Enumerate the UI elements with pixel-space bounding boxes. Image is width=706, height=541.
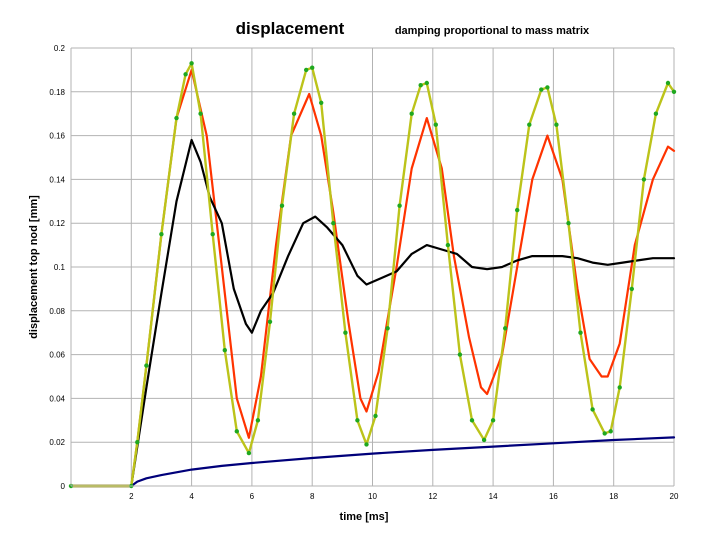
series-4-marker — [578, 330, 583, 335]
x-tick-label: 16 — [549, 492, 558, 501]
series-4-marker — [641, 177, 647, 182]
series-4-marker — [291, 111, 297, 116]
x-tick-label: 10 — [368, 492, 377, 501]
series-4-marker — [234, 429, 239, 434]
series-4-marker — [665, 80, 671, 86]
series-4-marker — [246, 450, 252, 456]
x-tick-label: 6 — [250, 492, 255, 501]
y-tick-label: 0.02 — [49, 438, 65, 447]
grid — [71, 47, 675, 487]
series-4-marker — [617, 385, 622, 390]
series-4-marker — [481, 437, 487, 443]
series-4-marker — [174, 115, 179, 121]
series-4-marker — [554, 122, 559, 127]
x-tick-label: 2 — [129, 492, 134, 501]
y-tick-label: 0.2 — [54, 44, 66, 53]
series-4-marker — [418, 83, 423, 88]
y-tick-label: 0.18 — [49, 88, 65, 97]
series-4-marker — [159, 232, 164, 237]
tick-labels: 0 0.02 0.04 0.06 0.08 0.1 0.12 0.14 0.16 0.18 0.2 2… — [49, 44, 679, 501]
series-4-marker — [653, 111, 659, 116]
series-line-3 — [69, 436, 676, 488]
series-4-marker — [183, 72, 188, 77]
series-4-marker — [490, 418, 496, 423]
series-4-marker — [424, 80, 429, 86]
y-tick-label: 0.16 — [49, 132, 65, 141]
series-4-marker — [409, 111, 414, 116]
series-4-marker — [629, 286, 634, 292]
chart-title: displacement — [236, 19, 345, 38]
y-tick-label: 0.14 — [49, 175, 65, 184]
series-4-marker — [469, 418, 475, 423]
series-4-marker — [210, 232, 215, 237]
series-4-marker — [373, 413, 378, 419]
y-tick-label: 0.06 — [49, 351, 65, 360]
series-line-2 — [69, 138, 676, 488]
series-4-marker — [267, 319, 273, 324]
series-4-marker — [364, 442, 369, 447]
series-4-marker — [527, 122, 532, 127]
x-tick-label: 4 — [189, 492, 194, 501]
series-4-marker — [433, 122, 438, 127]
series-4-marker — [279, 203, 285, 208]
series-4-marker — [310, 65, 315, 70]
x-tick-label: 12 — [428, 492, 437, 501]
x-tick-label: 18 — [609, 492, 618, 501]
y-tick-label: 0.1 — [54, 263, 66, 272]
series-4-marker — [445, 242, 451, 248]
y-tick-label: 0.08 — [49, 307, 65, 316]
series-4-marker — [331, 221, 336, 226]
series-4-marker — [255, 418, 261, 423]
series-4-marker — [135, 440, 140, 445]
chart-subtitle: damping proportional to mass matrix — [395, 25, 590, 37]
series-4-marker — [602, 431, 607, 436]
series-4-marker — [545, 85, 550, 90]
series-line-1 — [69, 68, 676, 488]
series-4-marker — [385, 326, 390, 331]
series-4-marker — [198, 111, 203, 116]
series-4-marker — [355, 418, 360, 423]
series-4-marker — [397, 203, 402, 208]
series-4-marker — [539, 87, 544, 92]
x-tick-label: 20 — [670, 492, 679, 501]
x-tick-label: 8 — [310, 492, 315, 501]
series-4-marker — [457, 352, 463, 357]
series-4-marker — [144, 363, 149, 368]
series-4-marker — [671, 89, 677, 95]
series-4-marker — [343, 330, 348, 335]
series-layer — [68, 61, 677, 489]
series-4-marker — [304, 67, 309, 73]
y-tick-label: 0.04 — [49, 394, 65, 403]
axes — [70, 48, 674, 487]
y-tick-label: 0 — [61, 482, 66, 491]
series-4-marker — [608, 429, 613, 434]
y-axis-label: displacement top nod [mm] — [28, 195, 40, 339]
series-4-marker — [590, 407, 595, 412]
series-4-marker — [515, 207, 520, 213]
series-4-marker — [566, 221, 571, 226]
y-tick-label: 0.12 — [49, 219, 65, 228]
x-tick-label: 14 — [489, 492, 498, 501]
series-4-marker — [503, 326, 508, 331]
series-4-marker — [222, 348, 227, 353]
x-axis-label: time [ms] — [340, 511, 389, 523]
series-4-marker — [189, 61, 194, 66]
series-4-marker — [319, 100, 324, 106]
